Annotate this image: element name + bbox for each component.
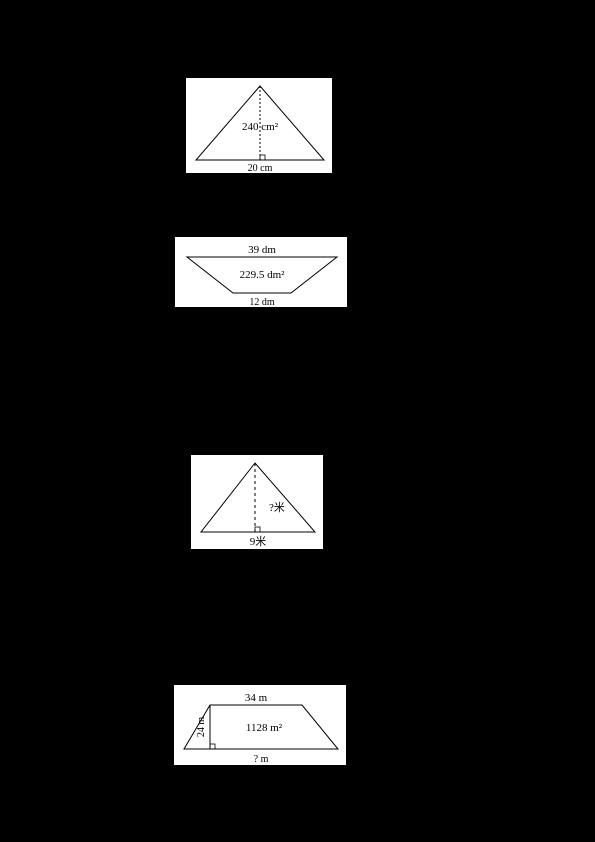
bottom-label: 12 dm <box>249 297 275 308</box>
base-label: 9米 <box>250 535 267 548</box>
triangle-diagram-1: 240 cm² 20 cm <box>186 78 334 175</box>
trapezoid-area-panel-2: 34 m 1128 m² ? m 24 m <box>173 684 347 766</box>
height-label: ?米 <box>269 501 285 514</box>
trapezoid-area-panel-1: 39 dm 229.5 dm² 12 dm <box>174 236 348 308</box>
top-label: 34 m <box>245 692 268 704</box>
height-label: 24 m <box>196 717 207 738</box>
trapezoid-diagram-1: 39 dm 229.5 dm² 12 dm <box>175 237 349 309</box>
area-label: 240 cm² <box>242 121 279 133</box>
area-label: 229.5 dm² <box>240 269 286 281</box>
trapezoid-diagram-2: 34 m 1128 m² ? m 24 m <box>174 685 348 767</box>
triangle-diagram-2: ?米 9米 <box>191 455 325 551</box>
bottom-label: ? m <box>254 754 269 765</box>
right-angle-marker <box>260 155 265 160</box>
area-label: 1128 m² <box>246 722 283 734</box>
triangle-shape <box>201 463 315 532</box>
top-label: 39 dm <box>248 244 276 256</box>
base-label: 20 cm <box>248 163 273 174</box>
triangle-area-panel-2: ?米 9米 <box>190 454 324 550</box>
right-angle-marker <box>255 527 260 532</box>
triangle-area-panel-1: 240 cm² 20 cm <box>185 77 333 174</box>
right-angle-marker <box>210 744 215 749</box>
